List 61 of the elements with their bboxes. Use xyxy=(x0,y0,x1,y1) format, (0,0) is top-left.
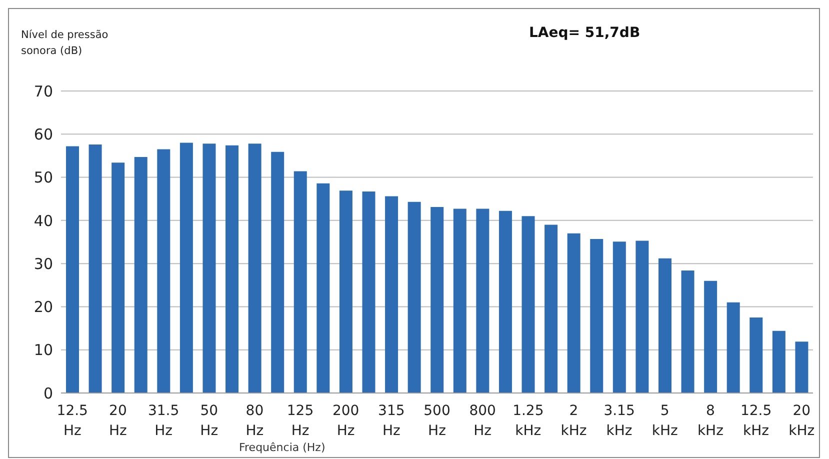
bar xyxy=(567,233,580,393)
y-tick-label: 50 xyxy=(34,168,53,187)
x-tick-label: 31.5 Hz xyxy=(148,403,180,439)
chart-title: LAeq= 51,7dB xyxy=(529,25,640,41)
bar xyxy=(522,216,535,393)
bar xyxy=(498,210,512,393)
bar xyxy=(271,152,284,393)
x-tick-label: 125 Hz xyxy=(286,403,314,439)
bar xyxy=(726,302,740,393)
bar xyxy=(88,144,102,393)
y-axis-title: Nível de pressão sonora (dB) xyxy=(21,28,110,59)
bar xyxy=(339,190,352,393)
bar xyxy=(134,157,148,393)
x-tick-label: 1.25 kHz xyxy=(512,403,544,439)
bar xyxy=(294,171,307,393)
x-tick-label: 8 kHz xyxy=(697,403,724,439)
y-tick-label: 60 xyxy=(34,125,53,144)
x-tick-label: 315 Hz xyxy=(378,403,405,439)
x-tick-label: 500 Hz xyxy=(424,403,450,439)
bar xyxy=(772,330,786,393)
bar xyxy=(750,318,763,393)
x-tick-label: 2 kHz xyxy=(560,403,587,439)
x-tick-label: 12.5 kHz xyxy=(740,403,772,439)
y-tick-label: 30 xyxy=(34,254,53,273)
x-tick-label: 800 Hz xyxy=(469,403,496,439)
bar xyxy=(316,183,330,393)
bar xyxy=(476,208,490,393)
y-tick-label: 20 xyxy=(34,298,53,316)
bar xyxy=(157,149,170,393)
bar xyxy=(248,144,262,393)
bar xyxy=(636,240,649,393)
y-tick-label: 10 xyxy=(34,341,53,360)
bar xyxy=(180,142,193,393)
bar xyxy=(430,207,444,393)
bar xyxy=(795,342,808,393)
x-tick-label: 3.15 kHz xyxy=(604,403,635,439)
bar xyxy=(658,258,672,393)
bar xyxy=(226,145,239,393)
x-tick-label: 20 Hz xyxy=(109,403,127,439)
y-tick-label: 40 xyxy=(34,212,53,230)
x-tick-label: 5 kHz xyxy=(652,403,678,439)
bar xyxy=(112,162,125,393)
y-tick-label: 70 xyxy=(34,82,53,100)
bar xyxy=(362,192,376,393)
x-tick-label: 20 kHz xyxy=(788,403,815,439)
bar xyxy=(681,270,694,393)
x-tick-label: 50 Hz xyxy=(200,403,218,439)
x-tick-label: 80 Hz xyxy=(246,403,264,439)
x-axis-title: Frequência (Hz) xyxy=(239,441,326,454)
x-tick-label: 200 Hz xyxy=(332,403,360,439)
y-tick-label: 0 xyxy=(43,384,53,402)
x-tick-label: 12.5 Hz xyxy=(56,403,88,439)
bar xyxy=(202,144,216,393)
bar xyxy=(453,208,466,393)
bar xyxy=(612,242,626,393)
bar xyxy=(544,224,558,393)
bar xyxy=(66,146,79,393)
bar xyxy=(385,196,398,393)
bar xyxy=(704,280,718,393)
bar xyxy=(408,202,421,393)
bar xyxy=(590,238,604,393)
